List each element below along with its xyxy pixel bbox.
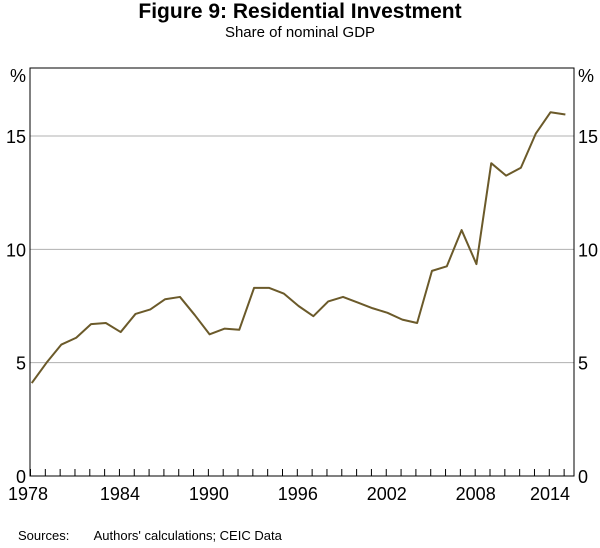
- chart-subtitle: Share of nominal GDP: [224, 24, 376, 41]
- y-tick-label-left: 15: [6, 127, 26, 147]
- y-tick-label-left: 5: [16, 354, 26, 374]
- sources-note: Sources: Authors' calculations; CEIC Dat…: [18, 528, 282, 543]
- chart-title: Figure 9: Residential Investment: [138, 0, 462, 23]
- x-tick-label: 2014: [530, 484, 570, 504]
- x-tick-label: 1984: [100, 484, 140, 504]
- x-tick-label: 2008: [456, 484, 496, 504]
- y-tick-label-right: 10: [578, 240, 598, 260]
- y-tick-label-left: 10: [6, 240, 26, 260]
- y-tick-label-right: 5: [578, 354, 588, 374]
- plot-frame: [29, 67, 575, 477]
- x-tick-label: 1978: [8, 484, 48, 504]
- y-tick-label-right: 15: [578, 127, 598, 147]
- sources-label: Sources:: [18, 528, 70, 543]
- x-tick-label: 1990: [189, 484, 229, 504]
- y-tick-label-right: 0: [578, 467, 588, 487]
- y-axis-unit-right: %: [578, 66, 594, 86]
- data-series-line: [30, 111, 566, 384]
- sources-text: Authors' calculations; CEIC Data: [93, 528, 282, 543]
- x-tick-label: 2002: [367, 484, 407, 504]
- x-tick-label: 1996: [278, 484, 318, 504]
- y-tick-label-left: 0: [16, 467, 26, 487]
- y-axis-unit-left: %: [10, 66, 26, 86]
